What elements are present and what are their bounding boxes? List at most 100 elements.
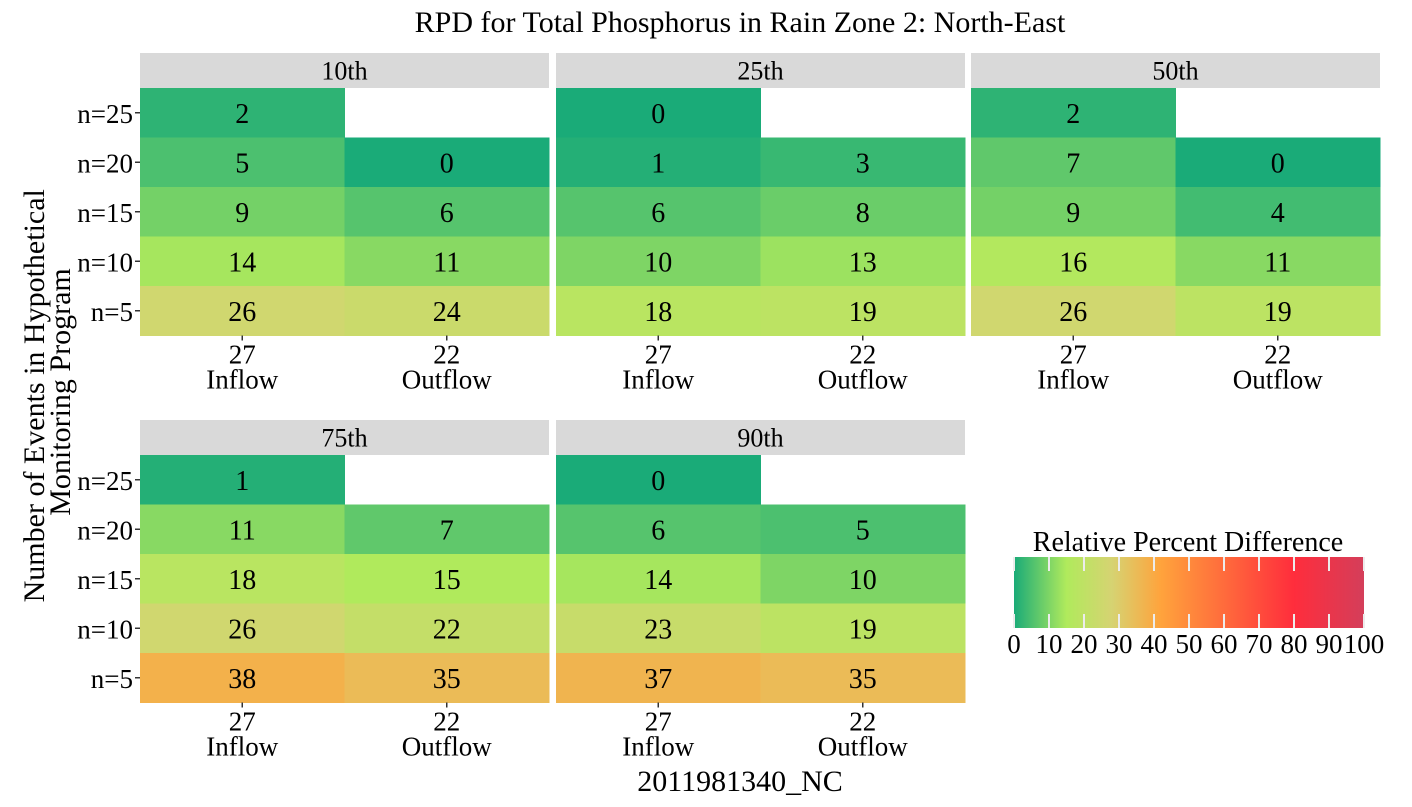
cell-value-label: 23: [644, 614, 672, 645]
heatmap-cell: [1175, 137, 1381, 188]
cell-value-label: 6: [440, 198, 454, 229]
heatmap-cell: [760, 603, 966, 654]
heatmap-cell: [556, 653, 761, 703]
x-tick-count: 22: [1264, 340, 1291, 370]
cell-value-label: 8: [856, 198, 870, 229]
heatmap-cell: [344, 137, 550, 188]
cell-value-label: 4: [1271, 198, 1285, 229]
heatmap-cell: [760, 504, 966, 555]
cell-value-label: 5: [235, 148, 249, 179]
y-tick-label: n=15: [77, 565, 133, 595]
cell-value-label: 11: [433, 247, 460, 278]
heatmap-cell: [971, 137, 1176, 188]
x-tick-count: 27: [645, 707, 672, 737]
cell-value-label: 18: [644, 297, 672, 328]
x-tick-label: Outflow: [818, 732, 908, 762]
panel-strip-90th: [556, 420, 965, 455]
cell-value-label: 14: [228, 247, 256, 278]
cell-value-label: 24: [433, 297, 461, 328]
panel-strip-10th: [140, 53, 549, 88]
cell-value-label: 22: [433, 614, 461, 645]
cell-value-label: 3: [856, 148, 870, 179]
cell-value-label: 2: [1066, 99, 1080, 130]
y-tick-label: n=5: [91, 297, 133, 327]
cell-value-label: 26: [1059, 297, 1087, 328]
legend-ticks: 0 10 20 30 40 50 60 70 80 90 100: [1007, 557, 1384, 659]
cell-value-label: 7: [440, 515, 454, 546]
heatmap-cell: [760, 236, 966, 287]
x-tick-label: Inflow: [206, 732, 278, 762]
legend-tick-label: 80: [1281, 629, 1308, 659]
y-tick-label: n=20: [77, 515, 133, 545]
heatmap-cell: [140, 236, 345, 287]
heatmap-cell: [140, 504, 345, 555]
heatmap-cell: [344, 504, 550, 555]
heatmap-cell: [140, 187, 345, 237]
heatmap-cell: [760, 554, 966, 604]
cell-value-label: 13: [849, 247, 877, 278]
heatmap-cell: [556, 137, 761, 188]
heatmap-cell: [760, 653, 966, 703]
legend-tick-label: 50: [1176, 629, 1203, 659]
legend-tick-label: 100: [1344, 629, 1385, 659]
cell-value-label: 0: [440, 148, 454, 179]
heatmap-cell: [556, 603, 761, 654]
chart-title: RPD for Total Phosphorus in Rain Zone 2:…: [415, 6, 1066, 39]
cell-value-label: 38: [228, 664, 256, 695]
heatmap-cell: [556, 187, 761, 237]
heatmap-cell: [140, 554, 345, 604]
heatmap-cell: [556, 236, 761, 287]
legend-tick-label: 20: [1071, 629, 1098, 659]
heatmap-cell: [1175, 236, 1381, 287]
x-tick-count: 22: [849, 340, 876, 370]
heatmap-cell: [971, 286, 1176, 336]
y-tick-label: n=5: [91, 664, 133, 694]
y-axis-title: Number of Events in Hypothetical Monitor…: [18, 182, 77, 603]
heatmap-cell: [556, 504, 761, 555]
legend: Relative Percent Difference 0 10 20 30 40 50 6…: [1007, 527, 1384, 659]
x-tick-label: Inflow: [206, 365, 278, 395]
heatmap-cell: [971, 187, 1176, 237]
heatmap-cell: [556, 88, 761, 138]
cell-value-label: 6: [651, 198, 665, 229]
x-tick-label: Outflow: [818, 365, 908, 395]
x-tick-label: Outflow: [402, 732, 492, 762]
heatmap-cell: [556, 554, 761, 604]
x-tick-count: 22: [433, 707, 460, 737]
heatmap-cell: [556, 286, 761, 336]
x-axis-title: 2011981340_NC: [637, 765, 843, 798]
x-tick-count: 27: [229, 707, 256, 737]
cell-value-label: 6: [651, 515, 665, 546]
heatmap-cell: [760, 137, 966, 188]
y-tick-label: n=10: [77, 614, 133, 644]
legend-tick-label: 30: [1106, 629, 1133, 659]
x-tick-count: 27: [229, 340, 256, 370]
cell-value-label: 19: [1264, 297, 1292, 328]
cell-value-label: 26: [228, 297, 256, 328]
y-tick-label: n=20: [77, 148, 133, 178]
cell-value-label: 10: [849, 565, 877, 596]
cell-value-label: 11: [229, 515, 256, 546]
heatmap-cell: [344, 187, 550, 237]
x-tick-label: Outflow: [402, 365, 492, 395]
heatmap-cell: [344, 286, 550, 336]
x-tick-count: 22: [433, 340, 460, 370]
y-tick-label: n=10: [77, 247, 133, 277]
x-tick-count: 27: [645, 340, 672, 370]
cell-value-label: 0: [651, 99, 665, 130]
heatmap-cell: [556, 455, 761, 505]
panel-strip-25th: [556, 53, 965, 88]
panel-strip-50th: [971, 53, 1380, 88]
cell-value-label: 35: [433, 664, 461, 695]
x-tick-label: Outflow: [1233, 365, 1323, 395]
cell-value-label: 1: [651, 148, 665, 179]
heatmap-cell: [140, 88, 345, 138]
x-tick-count: 27: [1060, 340, 1087, 370]
heatmap-cell: [344, 653, 550, 703]
cell-value-label: 2: [235, 99, 249, 130]
x-tick-label: Inflow: [1037, 365, 1109, 395]
panel-strip-label: 50th: [1152, 57, 1198, 86]
